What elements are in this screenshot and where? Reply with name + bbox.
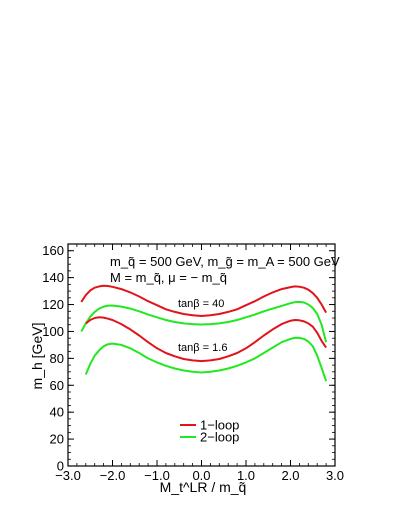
tick-labels: −3.0 −2.0 −1.0 0.0 1.0 2.0 3.0 0 20 40 60 80 100 120 1… [42,243,344,483]
x-tick-label: 3.0 [326,468,344,483]
y-tick-label: 140 [42,270,64,285]
x-tick-label: −3.0 [55,468,81,483]
annotation-line1: m_q̃ = 500 GeV, m_g̃ = m_A = 500 GeV [110,254,340,269]
x-axis-label: M_t^LR / m_q̃ [160,479,247,495]
y-tick-label: 120 [42,297,64,312]
two-loop-tanb40-line [80,300,328,343]
one-loop-tanb16-line [85,316,327,363]
y-tick-label: 0 [57,459,64,474]
y-tick-label: 160 [42,243,64,258]
y-tick-label: 100 [42,324,64,339]
legend-label: 1−loop [200,418,239,433]
annotation-tanb16: tanβ = 1.6 [178,342,227,354]
legend-label: 2−loop [200,430,239,445]
y-tick-label: 60 [50,378,64,393]
y-tick-label: 80 [50,351,64,366]
x-tick-label: 1.0 [237,468,255,483]
y-tick-label: 20 [50,432,64,447]
x-tick-label: 2.0 [281,468,299,483]
annotation-tanb40: tanβ = 40 [178,298,224,310]
x-tick-label: −1.0 [144,468,170,483]
series-lines [80,284,328,382]
annotation-line2: M = m_q̃, μ = − m_q̃ [110,270,227,285]
y-axis-label: m_h [GeV] [29,323,45,390]
x-tick-label: 0.0 [192,468,210,483]
two-loop-tanb16-line [84,336,328,382]
axis-ticks [67,243,336,467]
one-loop-tanb40-line [80,284,327,317]
y-tick-label: 40 [50,405,64,420]
x-tick-label: −2.0 [100,468,126,483]
